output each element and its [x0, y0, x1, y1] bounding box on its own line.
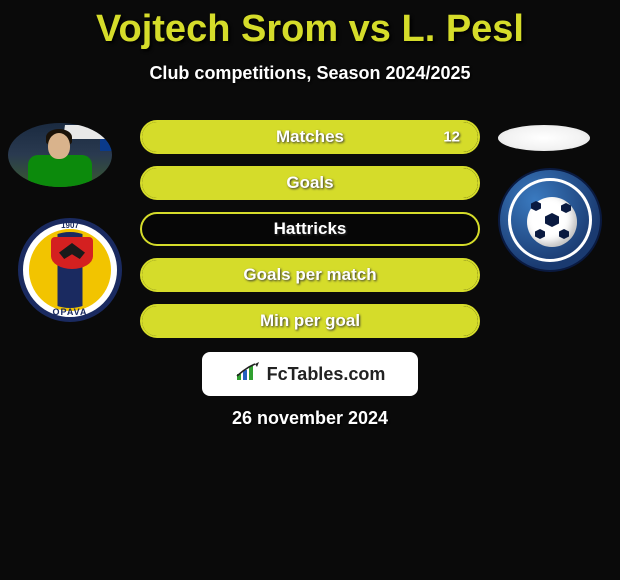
- stat-row: Matches 12: [140, 120, 480, 154]
- player-photo-left: [8, 123, 112, 187]
- date-line: 26 november 2024: [0, 408, 620, 429]
- badge-left-top-text: 1907: [23, 221, 117, 230]
- stat-label: Goals: [286, 173, 333, 193]
- club-badge-left: 1907 OPAVA: [18, 218, 122, 322]
- stat-label: Hattricks: [274, 219, 347, 239]
- stat-row: Min per goal: [140, 304, 480, 338]
- brand-chip[interactable]: FcTables.com: [202, 352, 418, 396]
- brand-label: FcTables.com: [267, 364, 386, 385]
- subtitle: Club competitions, Season 2024/2025: [0, 63, 620, 84]
- badge-right-top-text: SLOVAN VARNSDORF: [500, 174, 600, 194]
- stat-label: Matches: [276, 127, 344, 147]
- player-photo-right: [498, 125, 590, 151]
- stat-row: Goals per match: [140, 258, 480, 292]
- stat-row: Goals: [140, 166, 480, 200]
- badge-left-bottom-text: OPAVA: [23, 307, 117, 317]
- stat-value-right: 12: [443, 129, 460, 146]
- stat-label: Min per goal: [260, 311, 360, 331]
- stat-label: Goals per match: [243, 265, 376, 285]
- stats-container: Matches 12 Goals Hattricks Goals per match Mi…: [140, 120, 480, 350]
- page-title: Vojtech Srom vs L. Pesl: [0, 0, 620, 51]
- brand-chart-icon: [235, 362, 261, 387]
- stat-row: Hattricks: [140, 212, 480, 246]
- club-badge-right: SLOVAN VARNSDORF: [498, 168, 602, 272]
